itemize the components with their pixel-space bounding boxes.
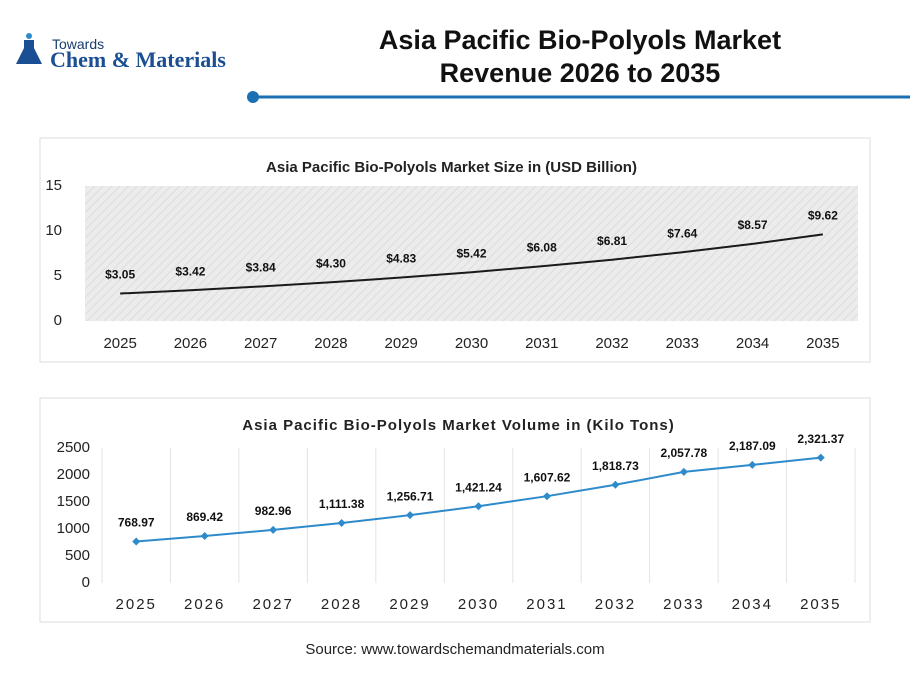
logo-icon <box>16 33 42 64</box>
x-tick-label: 2026 <box>174 335 207 352</box>
x-tick-label: 2029 <box>385 335 418 352</box>
data-label: 1,421.24 <box>455 480 502 494</box>
x-tick-label: 2034 <box>732 596 773 613</box>
marker <box>337 518 346 527</box>
x-tick-label: 2025 <box>116 596 157 613</box>
x-tick-label: 2033 <box>666 335 699 352</box>
x-tick-label: 2031 <box>526 596 567 613</box>
y-tick-label: 1500 <box>57 493 90 510</box>
data-label: 1,607.62 <box>524 470 571 484</box>
data-label: 2,321.37 <box>797 432 844 446</box>
data-label: $3.05 <box>105 268 135 282</box>
page-title: Asia Pacific Bio-Polyols Market Revenue … <box>378 25 782 88</box>
x-tick-label: 2035 <box>806 335 839 352</box>
x-tick-label: 2035 <box>800 596 841 613</box>
y-tick-label: 0 <box>54 312 62 329</box>
data-label: 2,057.78 <box>661 446 708 460</box>
chart-title: Asia Pacific Bio-Polyols Market Volume i… <box>242 417 675 434</box>
x-tick-label: 2029 <box>389 596 430 613</box>
data-label: 768.97 <box>118 516 155 530</box>
x-tick-label: 2026 <box>184 596 225 613</box>
data-label: $7.64 <box>667 226 697 240</box>
data-label: $6.81 <box>597 234 627 248</box>
data-label: 982.96 <box>255 504 292 518</box>
source: Source: www.towardschemandmaterials.com <box>305 641 605 658</box>
x-tick-label: 2027 <box>244 335 277 352</box>
x-tick-label: 2030 <box>458 596 499 613</box>
marker <box>132 537 141 546</box>
y-tick-label: 2000 <box>57 466 90 483</box>
data-label: 2,187.09 <box>729 439 776 453</box>
data-label: $9.62 <box>808 209 838 223</box>
data-label: $4.30 <box>316 256 346 270</box>
data-label: $8.57 <box>738 218 768 232</box>
y-tick-label: 1000 <box>57 520 90 537</box>
logo-text: Towards <box>52 36 105 52</box>
x-tick-label: 2032 <box>595 335 628 352</box>
logo-text: Chem & Materials <box>50 47 226 72</box>
y-tick-label: 5 <box>54 267 62 284</box>
line <box>120 233 823 295</box>
y-tick-label: 0 <box>82 574 90 591</box>
x-tick-label: 2033 <box>663 596 704 613</box>
x-tick-label: 2028 <box>321 596 362 613</box>
data-label: 869.42 <box>186 510 223 524</box>
x-tick-label: 2034 <box>736 335 769 352</box>
data-label: $3.42 <box>175 264 205 278</box>
data-label: 1,111.38 <box>319 497 365 511</box>
chart-title: Asia Pacific Bio-Polyols Market Size in … <box>266 159 637 176</box>
data-label: 1,818.73 <box>592 459 639 473</box>
marker <box>748 460 757 469</box>
y-tick-label: 15 <box>45 177 62 194</box>
data-label: $6.08 <box>527 240 557 254</box>
x-tick-label: 2025 <box>103 335 136 352</box>
x-tick-label: 2027 <box>252 596 293 613</box>
data-label: $4.83 <box>386 252 416 266</box>
plot-background <box>85 186 858 321</box>
header-dot <box>247 91 259 103</box>
marker <box>542 492 551 501</box>
x-tick-label: 2028 <box>314 335 347 352</box>
x-tick-label: 2032 <box>595 596 636 613</box>
x-tick-label: 2031 <box>525 335 558 352</box>
data-label: $5.42 <box>456 246 486 260</box>
marker <box>406 511 415 520</box>
marker <box>474 502 483 511</box>
y-tick-label: 2500 <box>57 439 90 456</box>
y-tick-label: 10 <box>45 222 62 239</box>
marker <box>611 480 620 489</box>
y-tick-label: 500 <box>65 547 90 564</box>
marker <box>269 525 278 534</box>
data-label: 1,256.71 <box>387 489 434 503</box>
marker <box>679 467 688 476</box>
marker <box>200 532 209 541</box>
marker <box>816 453 825 462</box>
data-label: $3.84 <box>246 261 276 275</box>
x-tick-label: 2030 <box>455 335 488 352</box>
